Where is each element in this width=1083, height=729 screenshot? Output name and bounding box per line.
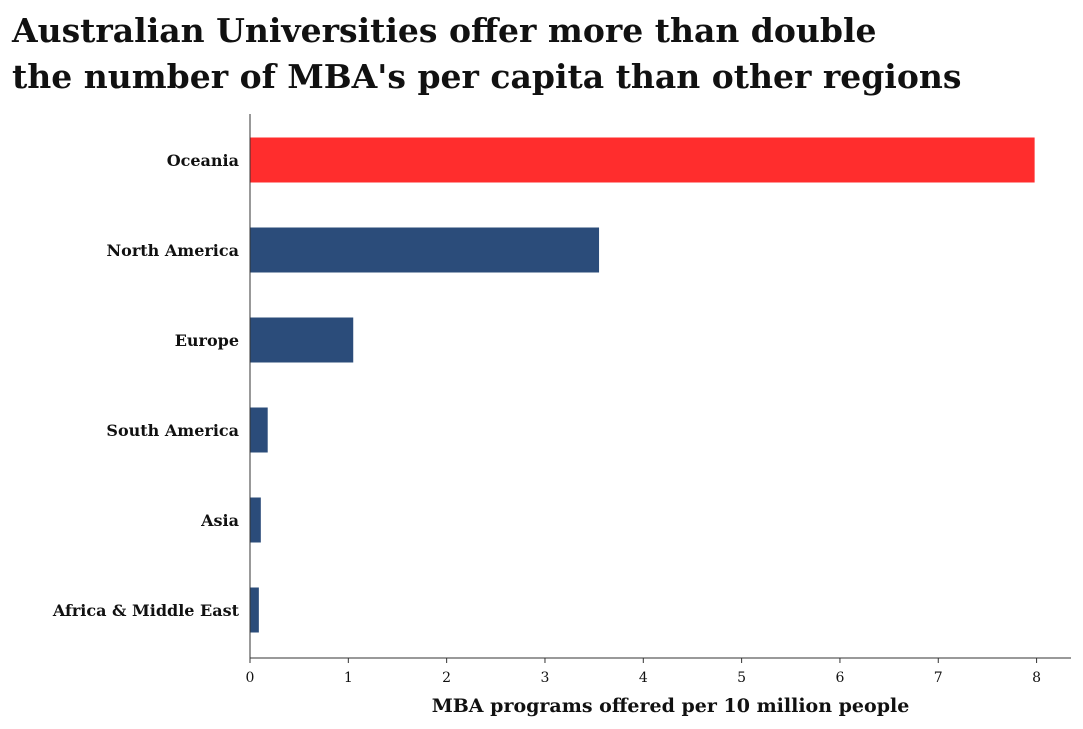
bar-south-america	[250, 407, 268, 453]
category-labels-group: Oceania North America Europe South America A…	[52, 151, 240, 620]
bars-group	[250, 137, 1035, 633]
x-tick-label-6: 6	[835, 670, 844, 686]
bar-asia	[250, 497, 261, 543]
category-label-africa-and-middle-east: Africa & Middle East	[52, 601, 240, 620]
bar-oceania	[250, 137, 1035, 183]
x-tick-label-5: 5	[737, 670, 746, 686]
category-label-south-america: South America	[106, 421, 239, 440]
chart-title-line-2: the number of MBA's per capita than othe…	[12, 57, 962, 96]
x-tick-label-1: 1	[344, 670, 353, 686]
x-ticks-group: 0 1 2 3 4 5 6 7 8	[246, 658, 1041, 686]
category-label-north-america: North America	[107, 241, 239, 260]
x-tick-label-8: 8	[1032, 670, 1041, 686]
x-tick-label-3: 3	[541, 670, 550, 686]
chart-title-line-1: Australian Universities offer more than …	[12, 11, 877, 50]
category-label-oceania: Oceania	[167, 151, 239, 170]
x-tick-label-0: 0	[246, 670, 255, 686]
x-tick-label-7: 7	[934, 670, 943, 686]
bar-europe	[250, 317, 354, 363]
bar-north-america	[250, 227, 600, 273]
bar-africa-and-middle-east	[250, 587, 259, 633]
x-tick-label-4: 4	[639, 670, 648, 686]
x-axis-title: MBA programs offered per 10 million peop…	[432, 695, 910, 717]
category-label-europe: Europe	[175, 331, 239, 350]
x-tick-label-2: 2	[442, 670, 451, 686]
category-label-asia: Asia	[200, 511, 239, 530]
chart-title: Australian Universities offer more than …	[12, 8, 1072, 100]
